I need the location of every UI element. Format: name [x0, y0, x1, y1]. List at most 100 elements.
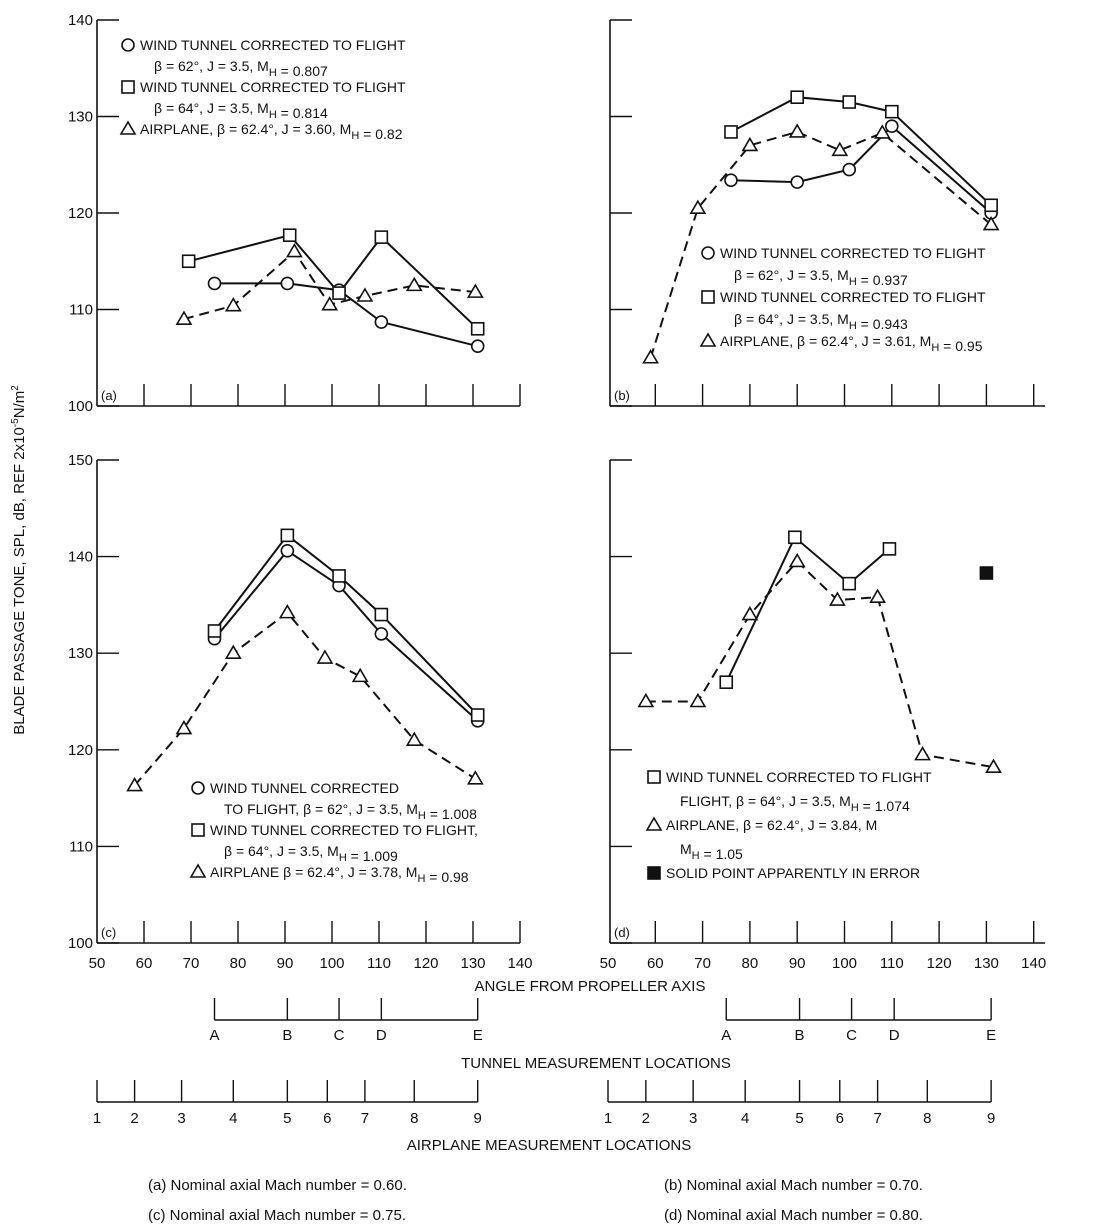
panel-id: (a) — [101, 388, 117, 403]
data-point-circle — [280, 544, 295, 558]
data-point-triangle — [175, 719, 193, 735]
caption-a: (a) Nominal axial Mach number = 0.60. — [148, 1177, 407, 1194]
data-point-square — [719, 675, 734, 689]
legend-text: WIND TUNNEL CORRECTED TO FLIGHT — [720, 289, 986, 305]
legend-text: WIND TUNNEL CORRECTED TO FLIGHT, — [210, 822, 478, 838]
legend-marker-triangle — [645, 816, 663, 831]
data-point-triangle — [982, 215, 1000, 231]
chart-panel-d: 50 60 70 80 90 100 110 120 130 140 (d) WIND TUNNEL … — [600, 459, 1046, 972]
x-tick-label: 70 — [694, 955, 711, 972]
data-point-square — [984, 198, 998, 213]
x-tick-label: 80 — [230, 955, 247, 972]
data-point-triangle — [831, 141, 849, 157]
caption-b: (b) Nominal axial Mach number = 0.70. — [664, 1177, 923, 1194]
data-point-triangle — [873, 124, 891, 139]
y-tick-label: 150 — [68, 452, 93, 469]
x-tick-label: 80 — [742, 955, 759, 972]
airplane-locations-right-label: 5 — [795, 1110, 803, 1127]
legend-text: β = 62°, J = 3.5, MH = 0.937 — [734, 267, 908, 288]
data-point-square — [842, 576, 857, 591]
series-filled-square — [979, 566, 994, 580]
data-point-square — [788, 530, 802, 545]
data-point-triangle — [829, 591, 846, 606]
data-point-square — [882, 542, 897, 556]
series-line — [730, 96, 992, 207]
data-point-triangle — [126, 776, 143, 792]
tunnel-locations-right-label: D — [889, 1027, 900, 1044]
airplane-locations-right-label: 3 — [689, 1110, 697, 1127]
legend-text: β = 64°, J = 3.5, MH = 1.009 — [224, 843, 398, 864]
data-point-circle — [280, 276, 295, 291]
legend-text: MH = 1.05 — [680, 841, 743, 862]
chart-panel-c: 100 110 120 130 140 150 50 60 70 80 90 100 110 120 130… — [68, 452, 533, 972]
airplane-locations-right-label: 4 — [741, 1110, 749, 1127]
x-tick-label: 60 — [647, 955, 664, 972]
tunnel-locations-title: TUNNEL MEASUREMENT LOCATIONS — [461, 1055, 731, 1072]
data-point-square — [374, 230, 389, 244]
chart-panel-a: 100 110 120 130 140 (a) WIND TUNNEL CORRECTED … — [68, 12, 521, 415]
y-tick-label: 120 — [68, 742, 93, 759]
airplane-locations-left-label: 5 — [283, 1110, 291, 1127]
data-point-circle — [374, 627, 389, 641]
data-point-triangle — [788, 123, 806, 138]
caption-c: (c) Nominal axial Mach number = 0.75. — [148, 1207, 406, 1224]
x-tick-label: 50 — [600, 955, 617, 972]
data-point-triangle — [405, 276, 423, 292]
y-tick-label: 140 — [68, 12, 93, 29]
data-point-square — [470, 321, 485, 336]
legend-text: AIRPLANE, β = 62.4°, J = 3.61, MH = 0.95 — [720, 333, 983, 354]
data-point-filled-square — [979, 566, 994, 580]
legend-marker-square — [191, 823, 205, 837]
data-point-triangle — [869, 588, 887, 603]
data-point-square — [790, 90, 805, 104]
x-tick-label: 90 — [277, 955, 294, 972]
legend-text: WIND TUNNEL CORRECTED TO FLIGHT — [140, 79, 406, 95]
legend-text: SOLID POINT APPARENTLY IN ERROR — [666, 865, 920, 881]
x-tick-label: 70 — [183, 955, 200, 972]
data-point-triangle — [741, 605, 759, 621]
legend-text: TO FLIGHT, β = 62°, J = 3.5, MH = 1.008 — [224, 801, 477, 822]
data-point-triangle — [466, 283, 484, 298]
data-point-square — [207, 624, 222, 638]
x-tick-label: 110 — [880, 955, 904, 972]
series-line — [645, 559, 994, 769]
tunnel-locations-right-label: A — [721, 1027, 731, 1044]
legend-marker-triangle — [699, 332, 717, 347]
tunnel-locations-right-label: E — [986, 1027, 996, 1044]
x-tick-label: 50 — [89, 955, 106, 972]
panel-id: (b) — [614, 388, 630, 403]
data-point-circle — [790, 175, 805, 189]
data-point-triangle — [914, 746, 931, 761]
airplane-locations-right-label: 8 — [923, 1110, 931, 1127]
airplane-locations-left-label: 6 — [323, 1110, 331, 1127]
data-point-triangle — [278, 604, 296, 619]
airplane-locations-left-label: 3 — [177, 1110, 185, 1127]
data-point-square — [282, 228, 297, 242]
series-square — [724, 90, 998, 213]
data-point-triangle — [689, 692, 707, 708]
legend-marker-filled-square — [647, 866, 661, 880]
legend-text: β = 64°, J = 3.5, MH = 0.814 — [154, 100, 328, 121]
legend-text: AIRPLANE, β = 62.4°, J = 3.60, MH = 0.82 — [140, 121, 403, 142]
data-point-triangle — [356, 287, 374, 302]
series-line — [213, 549, 479, 722]
series-triangle — [126, 604, 484, 792]
airplane-locations-right-label: 6 — [836, 1110, 844, 1127]
data-point-circle — [842, 162, 857, 177]
legend-text: AIRPLANE, β = 62.4°, J = 3.84, M — [666, 817, 877, 833]
x-tick-label: 130 — [460, 955, 485, 972]
data-point-square — [280, 528, 295, 543]
y-tick-label: 100 — [68, 935, 93, 952]
x-tick-label: 90 — [789, 955, 806, 972]
airplane-locations-left-label: 9 — [474, 1110, 482, 1127]
tunnel-locations-left-label: A — [209, 1027, 219, 1044]
legend: WIND TUNNEL CORRECTED TO FLIGHT, β = 62°,… — [189, 780, 478, 885]
legend-text: AIRPLANE β = 62.4°, J = 3.78, MH = 0.98 — [210, 864, 469, 885]
data-point-triangle — [788, 552, 806, 568]
data-point-triangle — [351, 667, 369, 683]
data-point-square — [724, 125, 738, 139]
x-tick-label: 60 — [136, 955, 153, 972]
x-tick-label: 120 — [927, 955, 952, 972]
